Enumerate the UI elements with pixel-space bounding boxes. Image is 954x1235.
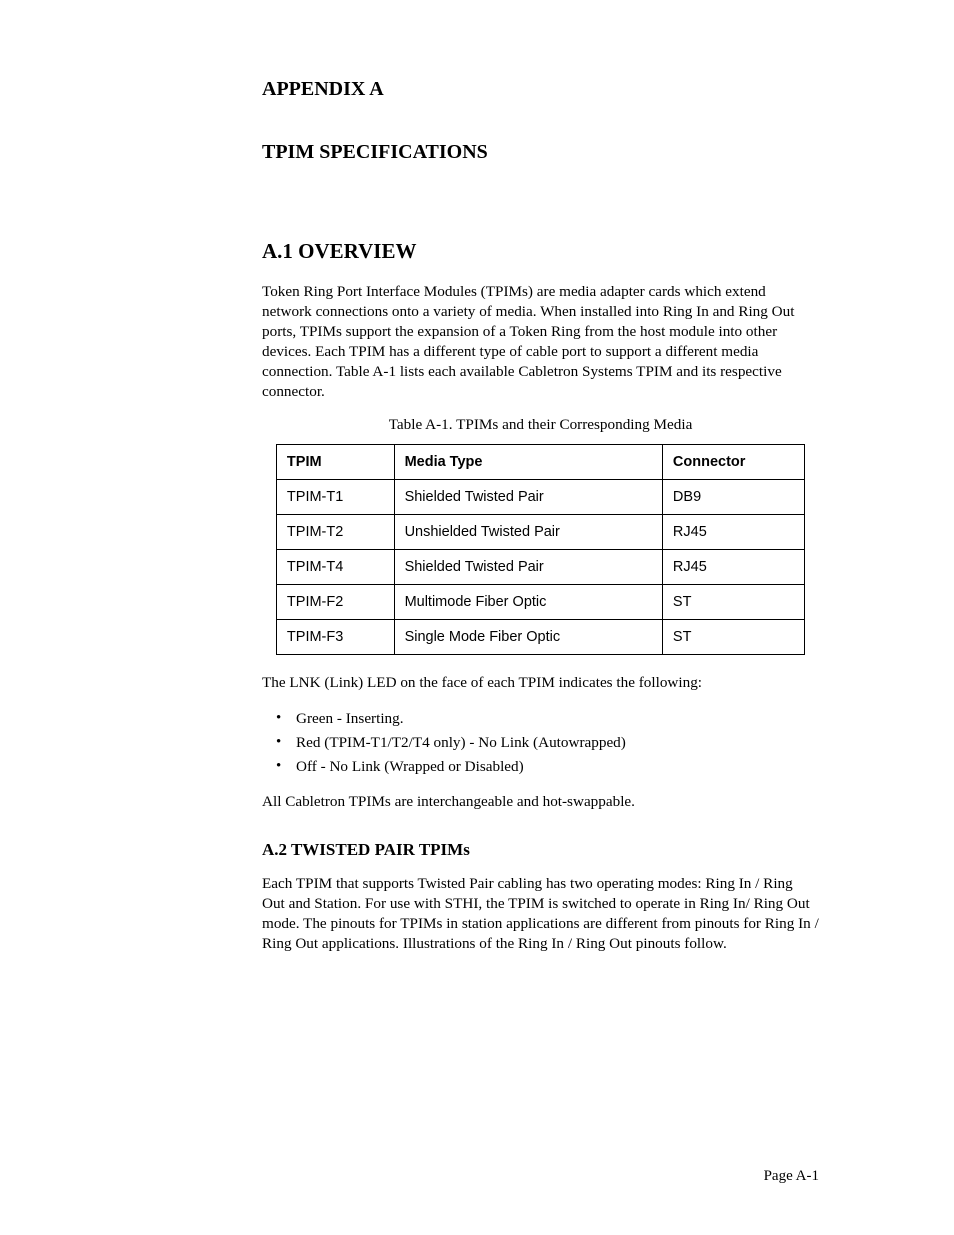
- table-header-row: TPIM Media Type Connector: [276, 445, 804, 480]
- table-cell: Multimode Fiber Optic: [394, 585, 662, 620]
- table-caption: Table A-1. TPIMs and their Corresponding…: [262, 416, 819, 434]
- page-number: Page A-1: [764, 1168, 819, 1185]
- table-row: TPIM-T1 Shielded Twisted Pair DB9: [276, 480, 804, 515]
- table-row: TPIM-F2 Multimode Fiber Optic ST: [276, 585, 804, 620]
- table-row: TPIM-T4 Shielded Twisted Pair RJ45: [276, 550, 804, 585]
- table-cell: DB9: [662, 480, 804, 515]
- overview-paragraph-1: Token Ring Port Interface Modules (TPIMs…: [262, 282, 819, 402]
- list-item: Green - Inserting.: [262, 707, 819, 731]
- table-cell: Unshielded Twisted Pair: [394, 515, 662, 550]
- table-row: TPIM-F3 Single Mode Fiber Optic ST: [276, 620, 804, 655]
- table-cell: TPIM-T2: [276, 515, 394, 550]
- appendix-label: APPENDIX A: [262, 78, 819, 101]
- interchangeable-paragraph: All Cabletron TPIMs are interchangeable …: [262, 792, 819, 812]
- document-page: APPENDIX A TPIM SPECIFICATIONS A.1 OVERV…: [0, 0, 954, 1235]
- led-status-list: Green - Inserting. Red (TPIM-T1/T2/T4 on…: [262, 707, 819, 778]
- table-cell: ST: [662, 620, 804, 655]
- table-cell: Shielded Twisted Pair: [394, 480, 662, 515]
- twisted-pair-paragraph: Each TPIM that supports Twisted Pair cab…: [262, 874, 819, 954]
- section-heading-twisted-pair: A.2 TWISTED PAIR TPIMs: [262, 840, 819, 860]
- table-cell: ST: [662, 585, 804, 620]
- table-cell: RJ45: [662, 515, 804, 550]
- table-cell: TPIM-F3: [276, 620, 394, 655]
- table-cell: TPIM-T4: [276, 550, 394, 585]
- table-cell: RJ45: [662, 550, 804, 585]
- table-header-connector: Connector: [662, 445, 804, 480]
- table-cell: Single Mode Fiber Optic: [394, 620, 662, 655]
- table-cell: Shielded Twisted Pair: [394, 550, 662, 585]
- lnk-led-paragraph: The LNK (Link) LED on the face of each T…: [262, 673, 819, 693]
- table-row: TPIM-T2 Unshielded Twisted Pair RJ45: [276, 515, 804, 550]
- section-heading-overview: A.1 OVERVIEW: [262, 239, 819, 264]
- tpim-table: TPIM Media Type Connector TPIM-T1 Shield…: [276, 444, 805, 655]
- table-header-media: Media Type: [394, 445, 662, 480]
- list-item: Red (TPIM-T1/T2/T4 only) - No Link (Auto…: [262, 731, 819, 755]
- list-item: Off - No Link (Wrapped or Disabled): [262, 755, 819, 779]
- table-cell: TPIM-T1: [276, 480, 394, 515]
- table-cell: TPIM-F2: [276, 585, 394, 620]
- table-header-tpim: TPIM: [276, 445, 394, 480]
- appendix-title: TPIM SPECIFICATIONS: [262, 141, 819, 164]
